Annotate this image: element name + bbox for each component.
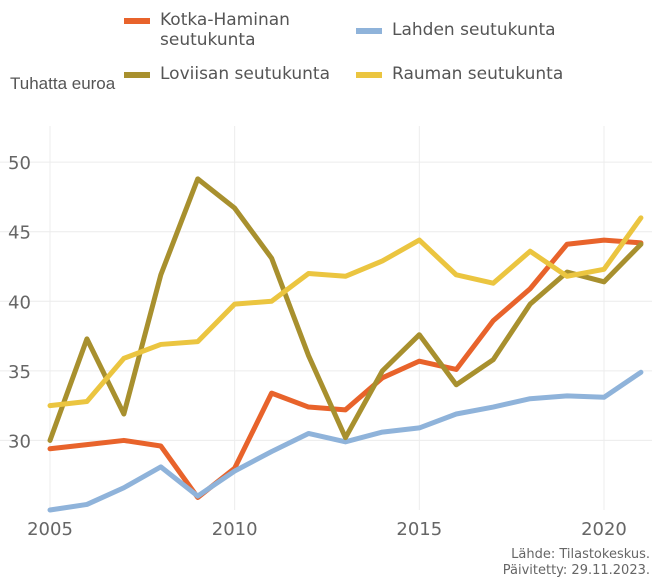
- legend-label: Lahden seutukunta: [392, 20, 556, 40]
- legend-swatch: [124, 72, 150, 78]
- legend-swatch: [124, 18, 150, 24]
- y-tick-label: 45: [8, 223, 31, 244]
- x-tick-label: 2020: [581, 519, 627, 540]
- legend-item: Rauman seutukunta: [356, 64, 596, 84]
- y-tick-label: 30: [8, 431, 31, 452]
- series-line: [47, 215, 644, 409]
- y-axis-label: Tuhatta euroa: [10, 74, 116, 93]
- x-tick-label: 2015: [396, 519, 442, 540]
- source-line: Lähde: Tilastokeskus.: [511, 547, 650, 562]
- x-tick-label: 2010: [212, 519, 258, 540]
- series-line: [47, 369, 644, 513]
- legend-item: Kotka-Haminan seutukunta: [124, 10, 314, 50]
- legend-item: Lahden seutukunta: [356, 20, 596, 40]
- legend-swatch: [356, 72, 382, 78]
- legend-label: Loviisan seutukunta: [160, 64, 331, 84]
- series-line: [47, 176, 644, 443]
- legend-label: Kotka-Haminan seutukunta: [160, 10, 290, 50]
- y-tick-label: 50: [8, 153, 31, 174]
- source: Lähde: Tilastokeskus. Päivitetty: 29.11.…: [503, 547, 650, 579]
- legend-swatch: [356, 28, 382, 34]
- legend-label: Rauman seutukunta: [392, 64, 564, 84]
- legend-item: Loviisan seutukunta: [124, 64, 364, 84]
- y-tick-label: 40: [8, 292, 31, 313]
- series-line: [47, 237, 644, 500]
- x-tick-label: 2005: [27, 519, 73, 540]
- y-tick-label: 35: [8, 362, 31, 383]
- source-line: Päivitetty: 29.11.2023.: [502, 563, 650, 578]
